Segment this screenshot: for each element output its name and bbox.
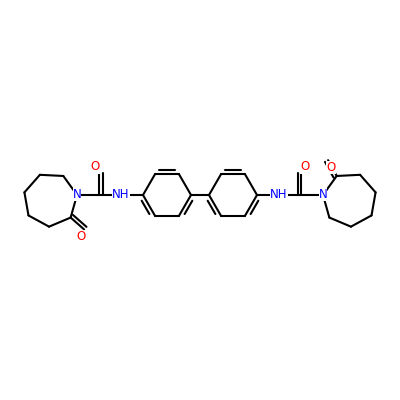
Text: O: O bbox=[76, 230, 86, 243]
Text: O: O bbox=[326, 161, 336, 174]
Text: NH: NH bbox=[270, 188, 288, 200]
Text: NH: NH bbox=[112, 188, 130, 200]
Text: O: O bbox=[90, 160, 100, 174]
Text: N: N bbox=[73, 188, 81, 200]
Text: N: N bbox=[319, 188, 327, 200]
Text: O: O bbox=[300, 160, 310, 174]
